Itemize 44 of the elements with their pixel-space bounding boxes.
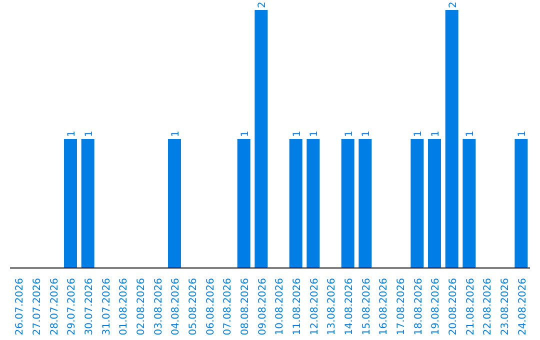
x-tick-label: 20.08.2026 — [448, 278, 459, 336]
data-label: 1 — [292, 130, 303, 137]
x-tick-label: 27.07.2026 — [32, 278, 43, 336]
data-label: 1 — [430, 130, 442, 137]
x-tick-label: 09.08.2026 — [257, 278, 268, 336]
data-label: 2 — [257, 2, 268, 8]
x-tick-label: 10.08.2026 — [274, 278, 286, 336]
data-label: 1 — [344, 130, 355, 137]
x-tick-label: 30.07.2026 — [84, 278, 95, 336]
data-label: 1 — [465, 130, 476, 137]
x-tick-label: 03.08.2026 — [153, 278, 164, 336]
x-tick-label: 12.08.2026 — [309, 278, 320, 336]
x-tick-label: 02.08.2026 — [136, 278, 147, 336]
x-tick-label: 28.07.2026 — [49, 278, 60, 336]
x-tick-label: 29.07.2026 — [66, 278, 78, 336]
x-tick-label: 16.08.2026 — [378, 278, 390, 336]
x-tick-label: 17.08.2026 — [396, 278, 407, 336]
x-tick-label: 31.07.2026 — [101, 278, 112, 336]
x-tick-label: 23.08.2026 — [500, 278, 511, 336]
x-tick-label: 18.08.2026 — [413, 278, 424, 336]
x-tick-label: 08.08.2026 — [240, 278, 251, 336]
data-label: 1 — [361, 130, 372, 137]
x-tick-label: 01.08.2026 — [118, 278, 130, 336]
data-label: 1 — [240, 130, 251, 137]
x-tick-label: 13.08.2026 — [326, 278, 338, 336]
data-label: 1 — [84, 130, 95, 137]
x-tick-label: 06.08.2026 — [205, 278, 216, 336]
x-tick-label: 11.08.2026 — [292, 278, 303, 336]
x-tick-label: 04.08.2026 — [170, 278, 182, 336]
data-label: 1 — [413, 130, 424, 137]
x-tick-label: 15.08.2026 — [361, 278, 372, 336]
x-tick-label: 21.08.2026 — [465, 278, 476, 336]
data-label: 1 — [309, 130, 320, 137]
x-tick-label: 19.08.2026 — [430, 278, 442, 336]
x-tick-label: 24.08.2026 — [517, 278, 528, 336]
x-tick-label: 07.08.2026 — [222, 278, 234, 336]
data-label: 1 — [517, 130, 528, 137]
data-label: 2 — [448, 2, 459, 8]
x-tick-label: 26.07.2026 — [14, 278, 26, 336]
x-tick-label: 05.08.2026 — [188, 278, 199, 336]
data-label: 1 — [66, 130, 78, 137]
x-tick-label: 14.08.2026 — [344, 278, 355, 336]
x-tick-label: 22.08.2026 — [482, 278, 494, 336]
data-label: 1 — [170, 130, 182, 137]
